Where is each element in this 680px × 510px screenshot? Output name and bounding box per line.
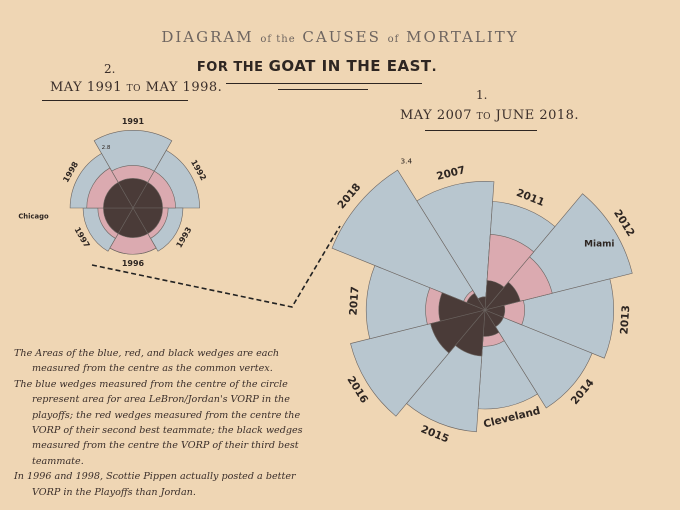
chart-title: DIAGRAM of the CAUSES of MORTALITY — [161, 28, 519, 46]
wedge-blue-2007 — [416, 181, 495, 311]
left-section-rule — [42, 100, 188, 101]
subtitle-rule — [226, 83, 422, 84]
wedge-blue-2014 — [484, 309, 593, 409]
wedge-black-2016 — [430, 309, 486, 354]
subtitle-rule-short — [278, 89, 368, 90]
annotation-chicago: Chicago — [18, 213, 49, 221]
wedge-label-2007: 2007 — [435, 164, 466, 183]
chart-2007-2018: 20072011201220132014Cleveland20152016201… — [331, 157, 637, 445]
right-section-rule — [425, 130, 537, 131]
right-section-number: 1. — [476, 88, 488, 102]
wedge-black-1998 — [103, 181, 134, 209]
wedge-label-2011: 2011 — [514, 187, 546, 209]
wedge-black-2018 — [466, 292, 486, 311]
wedge-label-2015: 2015 — [419, 423, 451, 445]
wedge-label-1991: 1991 — [122, 117, 145, 126]
scale-label: 2.8 — [102, 145, 111, 151]
wedge-blue-2013 — [484, 278, 614, 359]
annotation-miami: Miami — [584, 240, 614, 250]
connector-dashed-line — [91, 225, 341, 308]
note-1: The Areas of the blue, red, and black we… — [14, 348, 280, 375]
left-section-number: 2. — [104, 62, 116, 76]
note-2: The blue wedges measured from the centre… — [14, 378, 303, 467]
explanatory-notes: The Areas of the blue, red, and black we… — [14, 346, 314, 500]
chart-subtitle: FOR THE GOAT IN THE EAST. — [196, 57, 438, 75]
scale-label: 3.4 — [401, 157, 413, 166]
wedge-blue-2017 — [365, 265, 486, 340]
wedge-label-2013: 2013 — [618, 305, 632, 335]
wedge-blue-2018 — [331, 169, 486, 311]
left-section-range: MAY 1991 TO MAY 1998. — [50, 80, 223, 95]
wedge-black-2017 — [438, 292, 486, 322]
note-3: In 1996 and 1998, Scottie Pippen actuall… — [14, 471, 296, 498]
wedge-label-2017: 2017 — [348, 286, 362, 316]
wedge-black-2012 — [484, 281, 521, 311]
right-section-range: MAY 2007 TO JUNE 2018. — [400, 108, 580, 123]
wedge-label-1996: 1996 — [122, 259, 145, 268]
